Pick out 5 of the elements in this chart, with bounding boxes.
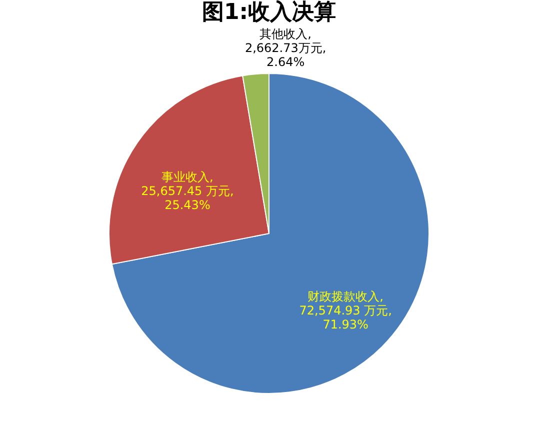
chart-title: 图1:收入决算 <box>202 0 336 26</box>
slice-label: 财政拨款收入, 72,574.93 万元, 71.93% <box>299 290 392 332</box>
slice-label: 其他收入, 2,662.73万元, 2.64% <box>244 27 326 70</box>
slice-label: 事业收入, 25,657.45 万元, 25.43% <box>141 170 234 212</box>
pie-slice <box>111 73 430 394</box>
